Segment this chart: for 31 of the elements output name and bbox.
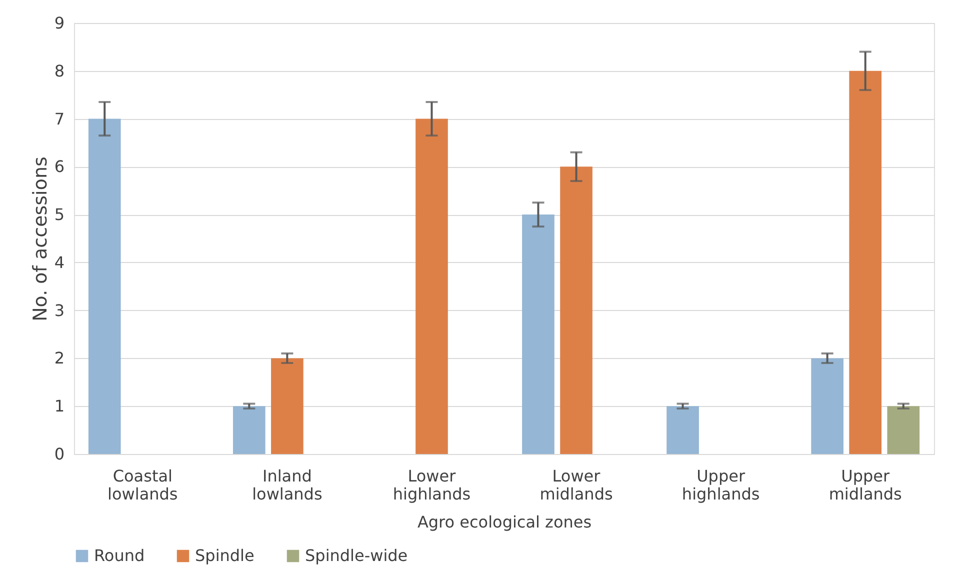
x-tick-label: Upper highlands	[682, 466, 760, 504]
bar	[811, 358, 844, 454]
y-tick-label: 8	[54, 61, 64, 80]
y-tick-label: 0	[54, 444, 64, 464]
bar	[522, 214, 554, 454]
bar	[416, 118, 448, 454]
x-tick-label: Upper midlands	[828, 466, 902, 504]
y-tick-label: 9	[54, 14, 64, 32]
y-axis-title: No. of accessions	[29, 156, 52, 322]
bar	[849, 70, 882, 454]
bar	[88, 118, 121, 454]
y-tick-label: 1	[54, 396, 64, 416]
legend-label: Spindle-wide	[305, 546, 408, 565]
legend-label: Round	[94, 546, 145, 565]
bar	[666, 406, 699, 454]
y-tick-label: 6	[54, 157, 64, 176]
y-tick-label: 5	[54, 205, 64, 224]
x-axis-title: Agro ecological zones	[417, 512, 592, 532]
bar	[232, 406, 266, 454]
x-tick-label: Inland lowlands	[252, 466, 322, 504]
y-tick-label: 3	[54, 300, 64, 320]
y-tick-label: 4	[54, 252, 64, 272]
legend-label: Spindle	[195, 546, 254, 565]
x-tick-label: Lower highlands	[392, 466, 471, 504]
bar	[560, 166, 592, 454]
y-tick-label: 2	[54, 348, 64, 368]
bar	[271, 358, 304, 454]
x-tick-label: Lower midlands	[540, 466, 613, 504]
bar	[887, 406, 920, 454]
x-tick-label: Coastal lowlands	[108, 466, 178, 504]
y-tick-label: 7	[54, 109, 64, 128]
